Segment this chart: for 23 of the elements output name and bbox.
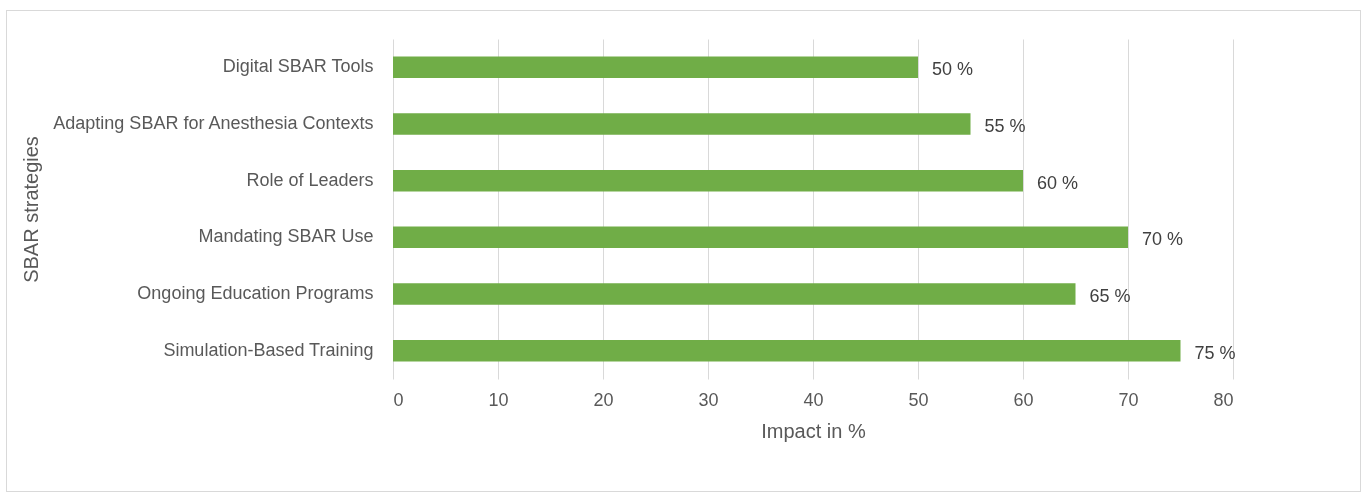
x-tick-label: 0 bbox=[393, 389, 404, 410]
y-tick-label: Digital SBAR Tools bbox=[222, 56, 374, 77]
x-tick-label: 80 bbox=[1213, 389, 1234, 410]
data-label: 60 % bbox=[1037, 172, 1079, 193]
x-tick-label: 20 bbox=[593, 389, 614, 410]
x-tick-label: 50 bbox=[908, 389, 929, 410]
data-label: 55 % bbox=[984, 116, 1026, 136]
y-tick-label: Adapting SBAR for Anesthesia Contexts bbox=[53, 113, 374, 133]
x-tick-label: 60 bbox=[1013, 389, 1034, 410]
y-tick-label: Ongoing Education Programs bbox=[137, 283, 374, 303]
data-label: 50 % bbox=[932, 59, 974, 80]
data-label: 65 % bbox=[1089, 286, 1131, 306]
x-axis-title: Impact in % bbox=[761, 419, 866, 442]
data-label: 70 % bbox=[1142, 229, 1184, 250]
y-tick-label: Role of Leaders bbox=[246, 169, 374, 190]
data-label: 75 % bbox=[1194, 342, 1236, 363]
x-tick-label: 10 bbox=[488, 389, 509, 410]
x-tick-label: 40 bbox=[803, 389, 824, 410]
y-axis-title: SBAR strategies bbox=[19, 136, 42, 283]
y-tick-label: Mandating SBAR Use bbox=[198, 226, 374, 247]
x-tick-label: 30 bbox=[698, 389, 719, 410]
y-tick-label: Simulation-Based Training bbox=[163, 339, 374, 360]
x-tick-label: 70 bbox=[1118, 389, 1139, 410]
